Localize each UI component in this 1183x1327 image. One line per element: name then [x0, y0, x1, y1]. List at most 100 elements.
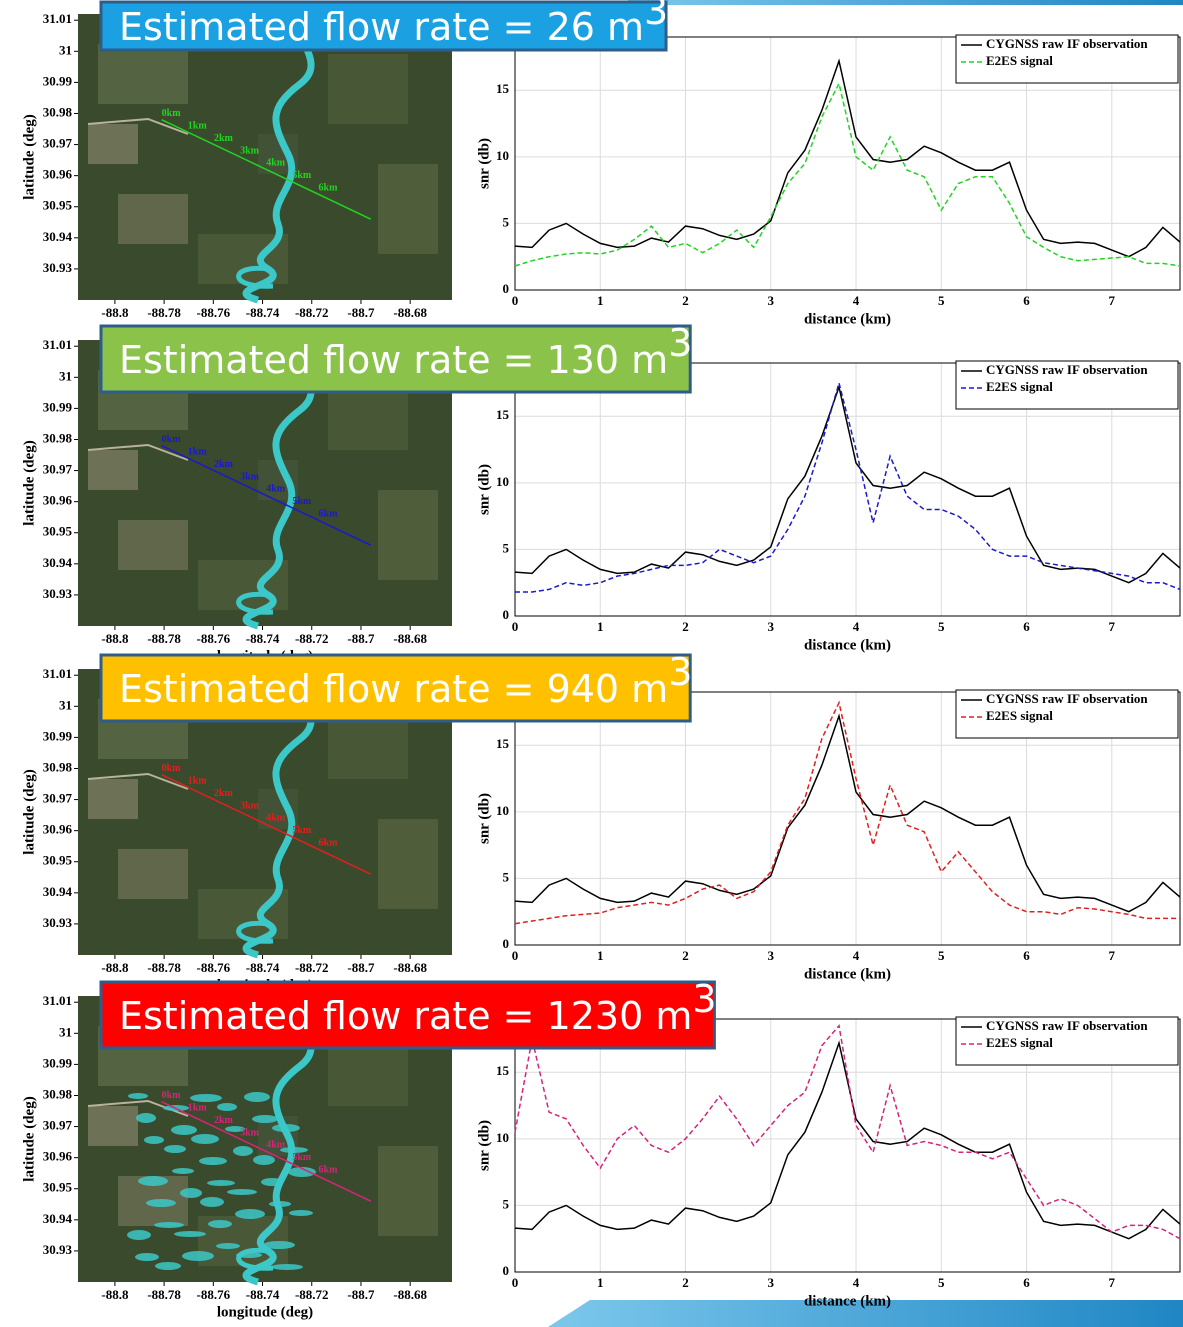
flood-patch — [199, 1157, 227, 1165]
y-tick-label: 15 — [496, 1063, 510, 1078]
map-x-tick-label: -88.68 — [393, 1287, 427, 1302]
x-tick-label: 3 — [768, 948, 775, 963]
map-y-tick-label: 30.94 — [43, 884, 73, 899]
x-tick-label: 3 — [768, 1275, 775, 1290]
banner-superscript: 3 — [668, 321, 692, 365]
map-y-tick-label: 30.97 — [43, 1118, 73, 1133]
x-tick-label: 3 — [768, 619, 775, 634]
map-y-tick-label: 30.98 — [43, 1086, 73, 1101]
flood-patch — [208, 1220, 232, 1228]
top-band — [628, 0, 1183, 5]
flood-patch — [191, 1134, 219, 1144]
map-y-tick-label: 31.01 — [43, 337, 72, 352]
y-axis-label: snr (db) — [476, 793, 492, 844]
flood-patch — [216, 1243, 240, 1249]
map-x-tick-label: -88.78 — [147, 631, 181, 646]
map-y-tick-label: 30.95 — [43, 524, 73, 539]
x-tick-label: 3 — [768, 293, 775, 308]
x-axis-label: distance (km) — [804, 637, 891, 653]
map-y-label: latitude (deg) — [21, 769, 37, 854]
x-tick-label: 0 — [512, 619, 519, 634]
transect-label: 6km — [319, 183, 339, 194]
transect-label: 0km — [162, 108, 182, 119]
x-axis-label: distance (km) — [804, 1293, 891, 1309]
map-y-tick-label: 30.94 — [43, 555, 73, 570]
y-tick-label: 15 — [496, 407, 510, 422]
legend-label: CYGNSS raw IF observation — [986, 362, 1148, 377]
transect-label: 3km — [240, 800, 260, 811]
y-axis-label: snr (db) — [476, 464, 492, 515]
map-y-label: latitude (deg) — [21, 440, 37, 525]
map-x-tick-label: -88.68 — [393, 631, 427, 646]
x-tick-label: 6 — [1023, 948, 1030, 963]
map-y-tick-label: 30.96 — [43, 1149, 73, 1164]
map-y-tick-label: 30.98 — [43, 759, 73, 774]
x-tick-label: 5 — [938, 619, 945, 634]
map-y-tick-label: 30.94 — [43, 1211, 73, 1226]
flood-patch — [154, 1222, 184, 1228]
y-tick-label: 0 — [503, 936, 510, 951]
map-x-tick-label: -88.7 — [347, 1287, 375, 1302]
map-y-tick-label: 30.97 — [43, 462, 73, 477]
y-tick-label: 5 — [503, 214, 510, 229]
flood-patch — [261, 1178, 283, 1186]
transect-label: 5km — [292, 170, 312, 181]
y-tick-label: 5 — [503, 1196, 510, 1211]
y-tick-label: 0 — [503, 281, 510, 296]
legend-label: E2ES signal — [986, 1035, 1053, 1050]
flood-patch — [252, 1115, 278, 1123]
x-tick-label: 6 — [1023, 1275, 1030, 1290]
map-x-tick-label: -88.78 — [147, 1287, 181, 1302]
map-x-tick-label: -88.78 — [147, 305, 181, 320]
map-x-tick-label: -88.72 — [295, 631, 329, 646]
y-tick-label: 10 — [496, 1130, 509, 1145]
transect-label: 6km — [319, 838, 339, 849]
transect-label: 0km — [162, 434, 182, 445]
x-axis-label: distance (km) — [804, 311, 891, 327]
map-y-tick-label: 31.01 — [43, 11, 72, 26]
map-x-tick-label: -88.8 — [101, 960, 129, 975]
map-x-tick-label: -88.7 — [347, 631, 375, 646]
map-x-tick-label: -88.76 — [197, 631, 231, 646]
transect-label: 6km — [319, 509, 339, 520]
x-tick-label: 1 — [597, 948, 604, 963]
x-tick-label: 2 — [682, 1275, 689, 1290]
map-y-tick-label: 30.99 — [43, 728, 73, 743]
flood-patch — [233, 1146, 253, 1156]
map-y-tick-label: 30.99 — [43, 399, 73, 414]
y-tick-label: 0 — [503, 1263, 510, 1278]
flood-patch — [236, 1252, 262, 1258]
map-y-tick-label: 30.98 — [43, 430, 73, 445]
transect-label: 4km — [266, 813, 286, 824]
map-y-tick-label: 30.96 — [43, 822, 73, 837]
map-y-label: latitude (deg) — [21, 1096, 37, 1181]
map-x-tick-label: -88.72 — [295, 305, 329, 320]
map-patch — [118, 849, 188, 899]
map-y-tick-label: 31 — [59, 42, 72, 57]
transect-label: 3km — [240, 1127, 260, 1138]
legend-label: E2ES signal — [986, 53, 1053, 68]
map-y-tick-label: 30.97 — [43, 136, 73, 151]
transect-label: 3km — [240, 145, 260, 156]
page: 30.9330.9430.9530.9630.9730.9830.993131.… — [0, 0, 1183, 1327]
banner: Estimated flow rate = 26 m3 — [101, 0, 668, 50]
flood-patch — [128, 1093, 148, 1099]
map-patch — [88, 1106, 138, 1146]
x-tick-label: 6 — [1023, 619, 1030, 634]
flood-patch — [180, 1188, 202, 1198]
y-tick-label: 10 — [496, 474, 509, 489]
flood-patch — [253, 1155, 275, 1165]
x-tick-label: 1 — [597, 293, 604, 308]
x-tick-label: 4 — [853, 619, 860, 634]
flood-patch — [135, 1253, 159, 1261]
transect-label: 2km — [214, 788, 234, 799]
banner-superscript: 3 — [644, 0, 668, 33]
map-y-tick-label: 31.01 — [43, 993, 72, 1008]
banner-superscript: 3 — [668, 650, 692, 694]
flood-patch — [182, 1251, 214, 1261]
x-tick-label: 7 — [1109, 619, 1116, 634]
map-y-tick-label: 30.94 — [43, 229, 73, 244]
map-y-tick-label: 31 — [59, 368, 72, 383]
